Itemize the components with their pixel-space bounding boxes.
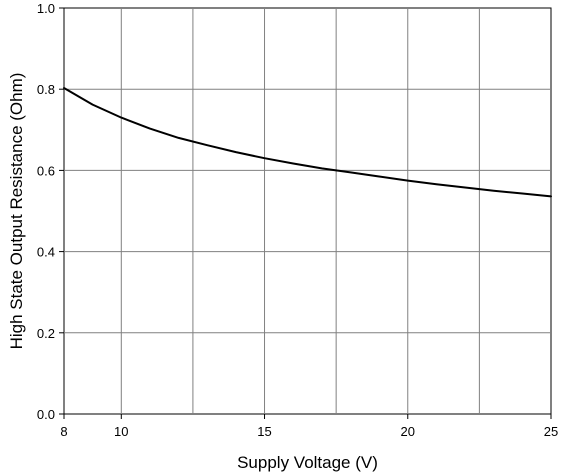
axis-ticks <box>59 7 552 419</box>
x-tick-label: 10 <box>114 424 128 439</box>
y-tick-label: 0.8 <box>37 82 55 97</box>
y-tick-label: 0.2 <box>37 326 55 341</box>
series-line <box>63 87 552 198</box>
tick-labels: 8 10 15 20 25 0.0 0.2 0.4 0.6 0.8 1.0 <box>37 1 558 439</box>
plot-area <box>63 7 552 415</box>
y-tick-label: 0.4 <box>37 245 55 260</box>
y-axis-title: High State Output Resistance (Ohm) <box>7 73 26 350</box>
y-tick-label: 0.6 <box>37 163 55 178</box>
grid <box>64 8 551 414</box>
x-tick-label: 20 <box>401 424 415 439</box>
y-tick-label: 0.0 <box>37 407 55 422</box>
x-tick-label: 15 <box>257 424 271 439</box>
x-axis-title: Supply Voltage (V) <box>237 453 378 472</box>
x-tick-label: 25 <box>544 424 558 439</box>
y-tick-label: 1.0 <box>37 1 55 16</box>
x-tick-label: 8 <box>60 424 67 439</box>
series-layer <box>63 87 552 198</box>
